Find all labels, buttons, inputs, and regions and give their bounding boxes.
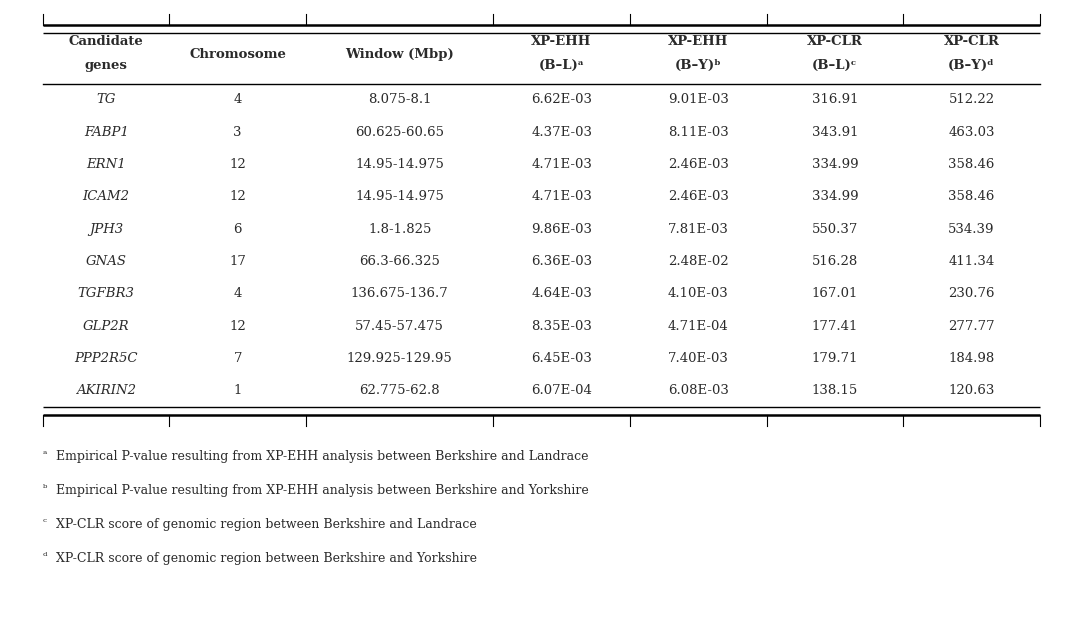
Text: 17: 17 <box>229 255 247 268</box>
Text: ERN1: ERN1 <box>87 158 125 171</box>
Text: 14.95-14.975: 14.95-14.975 <box>355 191 444 203</box>
Text: XP-CLR score of genomic region between Berkshire and Yorkshire: XP-CLR score of genomic region between B… <box>56 552 477 565</box>
Text: 138.15: 138.15 <box>812 384 858 397</box>
Text: 512.22: 512.22 <box>949 94 995 106</box>
Text: 358.46: 358.46 <box>949 158 995 171</box>
Text: 7.40E-03: 7.40E-03 <box>668 352 729 365</box>
Text: 334.99: 334.99 <box>812 191 859 203</box>
Text: 6: 6 <box>234 223 242 235</box>
Text: 7.81E-03: 7.81E-03 <box>668 223 729 235</box>
Text: Chromosome: Chromosome <box>190 48 286 61</box>
Text: GNAS: GNAS <box>86 255 126 268</box>
Text: 7: 7 <box>234 352 242 365</box>
Text: 8.35E-03: 8.35E-03 <box>531 320 592 332</box>
Text: 3: 3 <box>234 126 242 138</box>
Text: 136.675-136.7: 136.675-136.7 <box>351 288 448 300</box>
Text: 230.76: 230.76 <box>949 288 995 300</box>
Text: 57.45-57.475: 57.45-57.475 <box>355 320 444 332</box>
Text: ᵈ: ᵈ <box>43 552 47 562</box>
Text: 9.86E-03: 9.86E-03 <box>531 223 592 235</box>
Text: 177.41: 177.41 <box>812 320 858 332</box>
Text: 4.37E-03: 4.37E-03 <box>531 126 592 138</box>
Text: (B–Y)ᵈ: (B–Y)ᵈ <box>948 59 995 72</box>
Text: ᶜ: ᶜ <box>43 518 47 528</box>
Text: Empirical P-value resulting from XP-EHH analysis between Berkshire and Yorkshire: Empirical P-value resulting from XP-EHH … <box>56 484 589 497</box>
Text: 316.91: 316.91 <box>812 94 858 106</box>
Text: Window (Mbp): Window (Mbp) <box>345 48 455 61</box>
Text: 1.8-1.825: 1.8-1.825 <box>368 223 431 235</box>
Text: 120.63: 120.63 <box>949 384 995 397</box>
Text: 516.28: 516.28 <box>812 255 858 268</box>
Text: 4.71E-04: 4.71E-04 <box>668 320 729 332</box>
Text: 358.46: 358.46 <box>949 191 995 203</box>
Text: 9.01E-03: 9.01E-03 <box>668 94 729 106</box>
Text: 4: 4 <box>234 288 242 300</box>
Text: 4.10E-03: 4.10E-03 <box>668 288 729 300</box>
Text: XP-EHH: XP-EHH <box>532 35 592 48</box>
Text: 334.99: 334.99 <box>812 158 859 171</box>
Text: 6.36E-03: 6.36E-03 <box>531 255 592 268</box>
Text: 62.775-62.8: 62.775-62.8 <box>359 384 440 397</box>
Text: ICAM2: ICAM2 <box>83 191 130 203</box>
Text: 411.34: 411.34 <box>949 255 995 268</box>
Text: 4.64E-03: 4.64E-03 <box>531 288 592 300</box>
Text: JPH3: JPH3 <box>89 223 123 235</box>
Text: FABP1: FABP1 <box>84 126 129 138</box>
Text: 534.39: 534.39 <box>949 223 995 235</box>
Text: 4.71E-03: 4.71E-03 <box>531 191 592 203</box>
Text: 6.08E-03: 6.08E-03 <box>668 384 729 397</box>
Text: 184.98: 184.98 <box>949 352 995 365</box>
Text: AKIRIN2: AKIRIN2 <box>76 384 136 397</box>
Text: 2.48E-02: 2.48E-02 <box>668 255 729 268</box>
Text: 179.71: 179.71 <box>812 352 858 365</box>
Text: 343.91: 343.91 <box>812 126 858 138</box>
Text: 1: 1 <box>234 384 242 397</box>
Text: 550.37: 550.37 <box>812 223 858 235</box>
Text: 6.62E-03: 6.62E-03 <box>531 94 592 106</box>
Text: 12: 12 <box>229 320 247 332</box>
Text: 277.77: 277.77 <box>949 320 995 332</box>
Text: XP-CLR: XP-CLR <box>943 35 999 48</box>
Text: 12: 12 <box>229 191 247 203</box>
Text: ᵃ: ᵃ <box>43 450 47 460</box>
Text: 60.625-60.65: 60.625-60.65 <box>355 126 444 138</box>
Text: 12: 12 <box>229 158 247 171</box>
Text: 66.3-66.325: 66.3-66.325 <box>359 255 441 268</box>
Text: 129.925-129.95: 129.925-129.95 <box>346 352 452 365</box>
Text: XP-CLR: XP-CLR <box>807 35 863 48</box>
Text: 8.11E-03: 8.11E-03 <box>668 126 729 138</box>
Text: 8.075-8.1: 8.075-8.1 <box>368 94 431 106</box>
Text: PPP2R5C: PPP2R5C <box>74 352 138 365</box>
Text: 6.07E-04: 6.07E-04 <box>531 384 592 397</box>
Text: 2.46E-03: 2.46E-03 <box>668 158 729 171</box>
Text: 14.95-14.975: 14.95-14.975 <box>355 158 444 171</box>
Text: XP-CLR score of genomic region between Berkshire and Landrace: XP-CLR score of genomic region between B… <box>56 518 476 531</box>
Text: (B–L)ᶜ: (B–L)ᶜ <box>813 59 858 72</box>
Text: XP-EHH: XP-EHH <box>668 35 729 48</box>
Text: Empirical P-value resulting from XP-EHH analysis between Berkshire and Landrace: Empirical P-value resulting from XP-EHH … <box>56 450 589 463</box>
Text: TG: TG <box>96 94 116 106</box>
Text: (B–Y)ᵇ: (B–Y)ᵇ <box>675 59 721 72</box>
Text: ᵇ: ᵇ <box>43 484 47 494</box>
Text: 4.71E-03: 4.71E-03 <box>531 158 592 171</box>
Text: TGFBR3: TGFBR3 <box>77 288 135 300</box>
Text: 4: 4 <box>234 94 242 106</box>
Text: 2.46E-03: 2.46E-03 <box>668 191 729 203</box>
Text: genes: genes <box>85 59 128 72</box>
Text: 167.01: 167.01 <box>812 288 858 300</box>
Text: 6.45E-03: 6.45E-03 <box>531 352 592 365</box>
Text: Candidate: Candidate <box>69 35 144 48</box>
Text: (B–L)ᵃ: (B–L)ᵃ <box>538 59 584 72</box>
Text: GLP2R: GLP2R <box>83 320 130 332</box>
Text: 463.03: 463.03 <box>949 126 995 138</box>
